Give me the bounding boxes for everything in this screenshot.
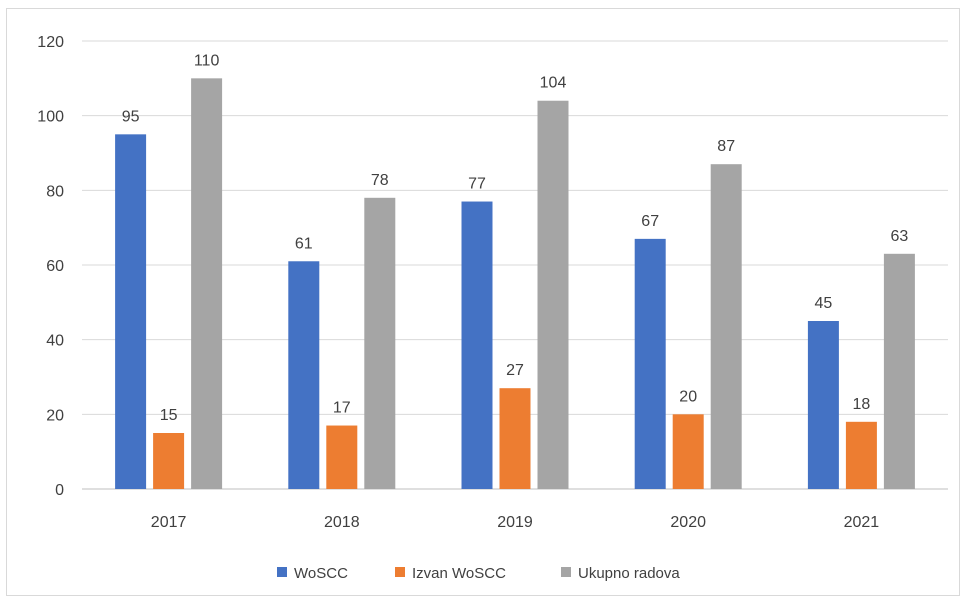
x-tick-label: 2018 bbox=[324, 514, 360, 531]
legend-swatch-2 bbox=[561, 567, 571, 577]
y-tick-label: 40 bbox=[46, 333, 64, 350]
legend: WoSCC Izvan WoSCC Ukupno radova bbox=[277, 565, 680, 582]
y-tick-label: 80 bbox=[46, 183, 64, 200]
bar-1-0 bbox=[153, 433, 185, 489]
y-tick-label: 0 bbox=[55, 482, 64, 499]
data-labels: 95 15 110 61 17 78 77 27 104 67 20 87 45 18 63 bbox=[122, 52, 909, 424]
data-label: 27 bbox=[506, 362, 524, 379]
bar-2-0 bbox=[191, 78, 223, 489]
gridlines bbox=[82, 40, 948, 490]
bar-1-3 bbox=[672, 414, 704, 489]
bar-2-3 bbox=[710, 164, 742, 489]
bar-1-4 bbox=[845, 421, 877, 489]
bars bbox=[115, 78, 915, 490]
y-tick-label: 60 bbox=[46, 258, 64, 275]
data-label: 20 bbox=[679, 388, 697, 405]
bar-0-3 bbox=[634, 238, 666, 489]
bar-0-2 bbox=[461, 201, 493, 490]
data-label: 18 bbox=[853, 396, 871, 413]
data-label: 77 bbox=[468, 176, 486, 193]
data-label: 67 bbox=[641, 213, 659, 230]
data-label: 87 bbox=[717, 138, 735, 155]
x-axis-tick-labels: 2017 2018 2019 2020 2021 bbox=[151, 514, 879, 531]
legend-label: WoSCC bbox=[294, 565, 348, 582]
legend-label: Ukupno radova bbox=[578, 565, 680, 582]
legend-swatch-0 bbox=[277, 567, 287, 577]
data-label: 63 bbox=[891, 228, 909, 245]
x-tick-label: 2021 bbox=[844, 514, 880, 531]
bar-1-1 bbox=[326, 425, 358, 489]
data-label: 15 bbox=[160, 407, 178, 424]
data-label: 104 bbox=[540, 75, 567, 92]
bar-0-0 bbox=[115, 134, 147, 490]
data-label: 61 bbox=[295, 235, 313, 252]
data-label: 45 bbox=[815, 295, 833, 312]
bar-0-4 bbox=[807, 321, 839, 489]
x-tick-label: 2020 bbox=[670, 514, 706, 531]
bar-2-2 bbox=[537, 100, 569, 489]
y-tick-label: 20 bbox=[46, 407, 64, 424]
data-label: 78 bbox=[371, 172, 389, 189]
y-tick-label: 100 bbox=[37, 109, 64, 126]
legend-label: Izvan WoSCC bbox=[412, 565, 506, 582]
data-label: 17 bbox=[333, 400, 351, 417]
y-axis-tick-labels: 0 20 40 60 80 100 120 bbox=[37, 34, 64, 499]
x-tick-label: 2019 bbox=[497, 514, 533, 531]
legend-swatch-1 bbox=[395, 567, 405, 577]
x-tick-label: 2017 bbox=[151, 514, 187, 531]
bar-2-1 bbox=[364, 197, 396, 490]
bar-1-2 bbox=[499, 388, 531, 489]
y-tick-label: 120 bbox=[37, 34, 64, 51]
data-label: 110 bbox=[194, 52, 220, 69]
bar-2-4 bbox=[883, 253, 915, 489]
data-label: 95 bbox=[122, 108, 140, 125]
bar-0-1 bbox=[288, 261, 320, 489]
